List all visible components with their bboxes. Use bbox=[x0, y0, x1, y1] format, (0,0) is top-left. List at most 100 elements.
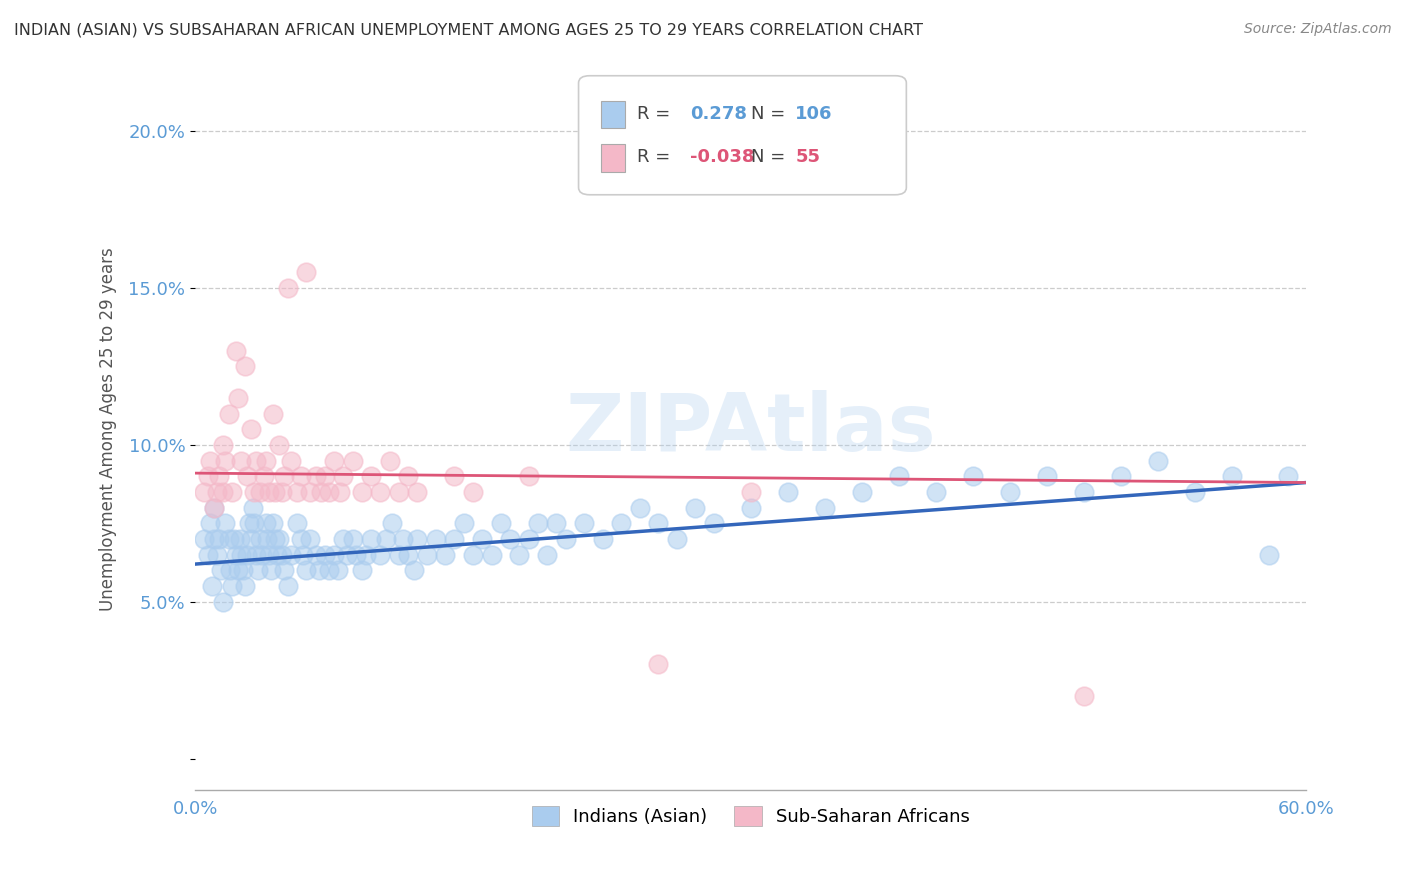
Point bbox=[554, 532, 576, 546]
Point bbox=[380, 516, 402, 531]
Point bbox=[1220, 469, 1243, 483]
Point bbox=[225, 343, 247, 358]
Point bbox=[628, 500, 651, 515]
Point bbox=[350, 563, 373, 577]
Point bbox=[665, 532, 688, 546]
Point bbox=[218, 407, 240, 421]
Point bbox=[336, 548, 359, 562]
Point bbox=[214, 516, 236, 531]
Point bbox=[212, 595, 235, 609]
Point bbox=[1258, 548, 1281, 562]
Point bbox=[236, 548, 259, 562]
Point bbox=[208, 532, 231, 546]
Point bbox=[260, 563, 283, 577]
Point bbox=[344, 548, 367, 562]
Point bbox=[360, 469, 382, 483]
Point bbox=[263, 485, 285, 500]
Point bbox=[201, 579, 224, 593]
Point bbox=[592, 532, 614, 546]
Point bbox=[207, 548, 229, 562]
Point bbox=[218, 532, 240, 546]
Point bbox=[776, 485, 799, 500]
Point bbox=[461, 548, 484, 562]
Point bbox=[225, 548, 247, 562]
Point bbox=[290, 469, 312, 483]
Point bbox=[453, 516, 475, 531]
Point bbox=[291, 548, 314, 562]
Point bbox=[202, 500, 225, 515]
Point bbox=[214, 453, 236, 467]
Point bbox=[1109, 469, 1132, 483]
Point bbox=[226, 391, 249, 405]
Point bbox=[1073, 485, 1095, 500]
Point bbox=[228, 532, 250, 546]
Point bbox=[402, 563, 425, 577]
Point bbox=[236, 469, 259, 483]
Point bbox=[202, 500, 225, 515]
Point bbox=[198, 453, 221, 467]
Point bbox=[546, 516, 568, 531]
FancyBboxPatch shape bbox=[600, 101, 626, 128]
Point bbox=[221, 579, 243, 593]
Point bbox=[1147, 453, 1170, 467]
Point bbox=[238, 516, 260, 531]
Point bbox=[499, 532, 522, 546]
Text: 106: 106 bbox=[796, 105, 832, 123]
Point bbox=[280, 453, 302, 467]
Point bbox=[527, 516, 550, 531]
Point bbox=[247, 563, 270, 577]
Point bbox=[329, 485, 352, 500]
Point bbox=[219, 563, 242, 577]
Point bbox=[415, 548, 437, 562]
Point bbox=[536, 548, 558, 562]
Y-axis label: Unemployment Among Ages 25 to 29 years: Unemployment Among Ages 25 to 29 years bbox=[100, 247, 117, 611]
Point bbox=[350, 485, 373, 500]
Point bbox=[245, 548, 267, 562]
Point bbox=[273, 469, 295, 483]
Point bbox=[332, 469, 354, 483]
Point bbox=[295, 265, 318, 279]
Point bbox=[375, 532, 398, 546]
Point bbox=[304, 548, 326, 562]
Point bbox=[326, 563, 349, 577]
Point bbox=[266, 548, 288, 562]
Point bbox=[647, 657, 669, 672]
Point bbox=[193, 485, 215, 500]
Point bbox=[226, 563, 249, 577]
Point bbox=[396, 548, 419, 562]
Point bbox=[887, 469, 910, 483]
Point bbox=[406, 532, 429, 546]
Point bbox=[434, 548, 457, 562]
Point bbox=[1184, 485, 1206, 500]
Point bbox=[254, 516, 277, 531]
Point bbox=[517, 532, 540, 546]
Point bbox=[231, 548, 253, 562]
Point bbox=[209, 563, 232, 577]
Point bbox=[443, 532, 465, 546]
Point bbox=[253, 469, 276, 483]
Point bbox=[425, 532, 447, 546]
Point bbox=[197, 469, 219, 483]
FancyBboxPatch shape bbox=[578, 76, 907, 194]
Point bbox=[271, 548, 294, 562]
Point bbox=[267, 438, 290, 452]
Point bbox=[481, 548, 503, 562]
Point bbox=[1073, 689, 1095, 703]
Point bbox=[231, 453, 253, 467]
Point bbox=[683, 500, 706, 515]
Point bbox=[208, 469, 231, 483]
Point bbox=[212, 438, 235, 452]
Point bbox=[998, 485, 1021, 500]
Text: Source: ZipAtlas.com: Source: ZipAtlas.com bbox=[1244, 22, 1392, 37]
Point bbox=[285, 485, 308, 500]
Point bbox=[314, 548, 336, 562]
Point bbox=[370, 548, 392, 562]
Point bbox=[250, 548, 273, 562]
Point bbox=[314, 469, 336, 483]
Point bbox=[221, 485, 243, 500]
Point bbox=[318, 563, 340, 577]
Text: 0.278: 0.278 bbox=[690, 105, 747, 123]
Point bbox=[489, 516, 512, 531]
Point bbox=[295, 563, 318, 577]
Point bbox=[267, 532, 290, 546]
